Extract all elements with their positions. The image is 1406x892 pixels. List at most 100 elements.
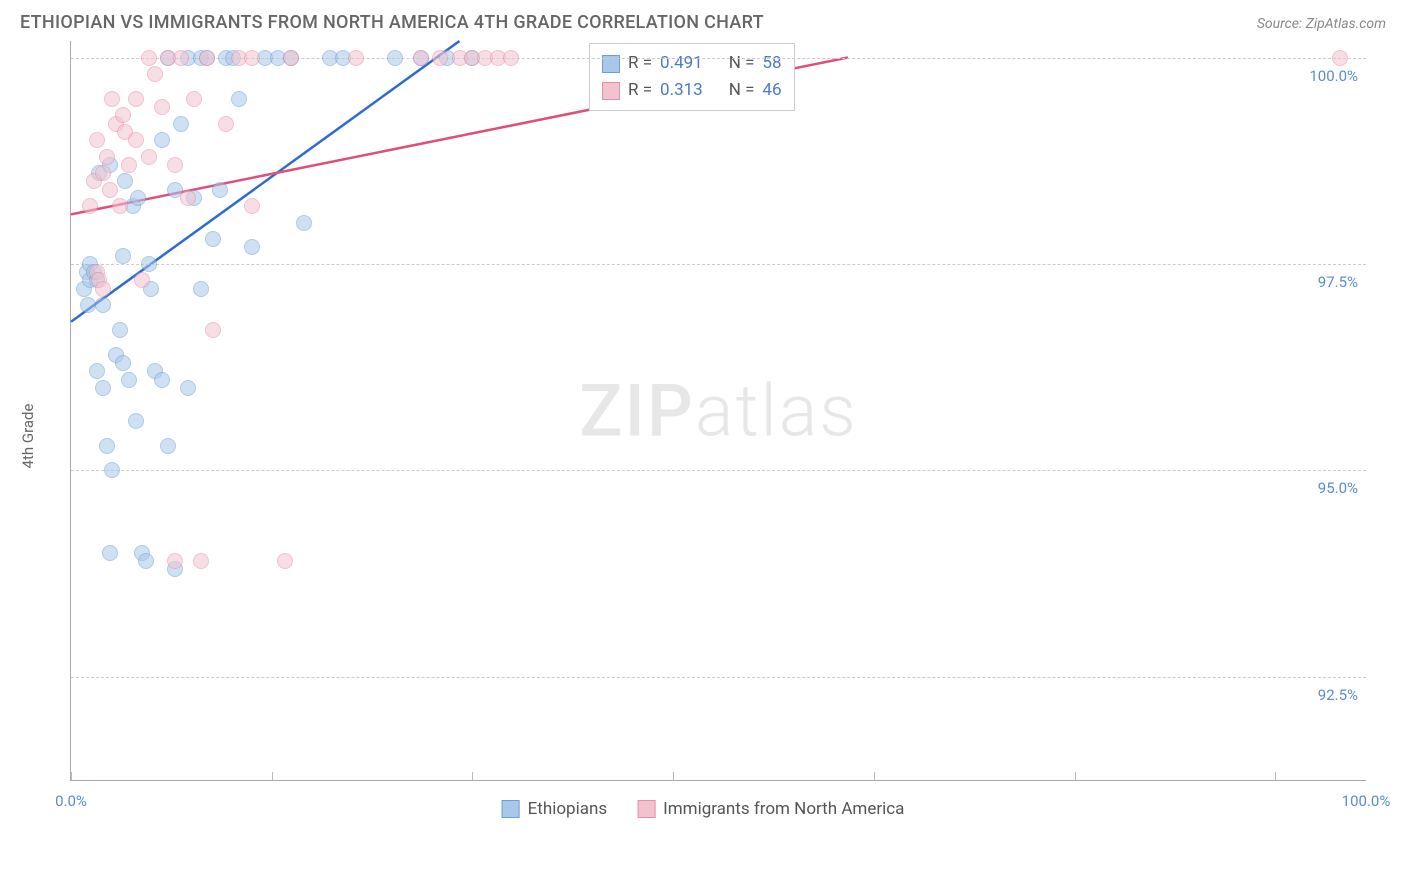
data-point bbox=[102, 545, 118, 561]
data-point bbox=[95, 297, 111, 313]
data-point bbox=[95, 281, 111, 297]
header: ETHIOPIAN VS IMMIGRANTS FROM NORTH AMERI… bbox=[20, 12, 1386, 33]
y-tick-label: 95.0% bbox=[1318, 479, 1358, 497]
data-point bbox=[128, 91, 144, 107]
data-point bbox=[154, 132, 170, 148]
data-point bbox=[141, 50, 157, 66]
x-tick bbox=[71, 772, 72, 780]
data-point bbox=[199, 50, 215, 66]
data-point bbox=[167, 553, 183, 569]
legend-r-value: 0.491 bbox=[660, 50, 703, 77]
data-point bbox=[231, 91, 247, 107]
data-point bbox=[102, 182, 118, 198]
legend-row: R = 0.313 N = 46 bbox=[602, 77, 782, 104]
legend-row: R = 0.491 N = 58 bbox=[602, 50, 782, 77]
x-tick bbox=[874, 772, 875, 780]
data-point bbox=[117, 173, 133, 189]
data-point bbox=[205, 322, 221, 338]
data-point bbox=[80, 297, 96, 313]
data-point bbox=[89, 132, 105, 148]
data-point bbox=[121, 157, 137, 173]
legend-n-label: N = bbox=[729, 77, 755, 104]
data-point bbox=[244, 198, 260, 214]
data-point bbox=[128, 132, 144, 148]
data-point bbox=[121, 372, 137, 388]
gridline-h bbox=[71, 470, 1366, 471]
data-point bbox=[173, 116, 189, 132]
data-point bbox=[134, 272, 150, 288]
x-tick-label: 0.0% bbox=[55, 792, 87, 810]
data-point bbox=[413, 50, 429, 66]
correlation-legend: R = 0.491 N = 58 R = 0.313 N = 46 bbox=[589, 43, 795, 111]
data-point bbox=[193, 281, 209, 297]
x-tick bbox=[272, 772, 273, 780]
y-axis-title: 4th Grade bbox=[19, 404, 37, 469]
data-point bbox=[104, 91, 120, 107]
data-point bbox=[141, 256, 157, 272]
data-point bbox=[130, 190, 146, 206]
x-tick-label: 100.0% bbox=[1342, 792, 1391, 810]
legend-label-immigrants: Immigrants from North America bbox=[663, 796, 904, 823]
swatch-immigrants bbox=[637, 800, 655, 818]
chart-container: 4th Grade ZIPatlas R = 0.491N = 58R = 0.… bbox=[20, 41, 1386, 831]
legend-label-ethiopians: Ethiopians bbox=[528, 796, 608, 823]
data-point bbox=[95, 380, 111, 396]
legend-swatch bbox=[602, 82, 620, 100]
x-tick bbox=[673, 772, 674, 780]
data-point bbox=[89, 363, 105, 379]
data-point bbox=[212, 182, 228, 198]
data-point bbox=[99, 438, 115, 454]
y-tick-label: 97.5% bbox=[1318, 273, 1358, 291]
gridline-h bbox=[71, 264, 1366, 265]
data-point bbox=[432, 50, 448, 66]
legend-n-value: 58 bbox=[762, 50, 781, 77]
data-point bbox=[154, 372, 170, 388]
data-point bbox=[193, 553, 209, 569]
data-point bbox=[82, 198, 98, 214]
data-point bbox=[147, 66, 163, 82]
data-point bbox=[173, 50, 189, 66]
source-label: Source: ZipAtlas.com bbox=[1257, 16, 1386, 32]
data-point bbox=[244, 50, 260, 66]
data-point bbox=[104, 462, 120, 478]
data-point bbox=[112, 322, 128, 338]
data-point bbox=[296, 215, 312, 231]
data-point bbox=[503, 50, 519, 66]
y-tick-label: 100.0% bbox=[1309, 67, 1358, 85]
data-point bbox=[115, 248, 131, 264]
data-point bbox=[348, 50, 364, 66]
plot-area: ZIPatlas R = 0.491N = 58R = 0.313N = 46 … bbox=[70, 41, 1366, 781]
x-tick bbox=[1075, 772, 1076, 780]
legend-r-value: 0.313 bbox=[660, 77, 703, 104]
trend-lines bbox=[71, 41, 1366, 780]
data-point bbox=[99, 149, 115, 165]
data-point bbox=[205, 231, 221, 247]
legend-r-label: R = bbox=[628, 50, 652, 77]
data-point bbox=[115, 355, 131, 371]
data-point bbox=[95, 165, 111, 181]
legend-r-label: R = bbox=[628, 77, 652, 104]
data-point bbox=[218, 116, 234, 132]
data-point bbox=[138, 553, 154, 569]
legend-n-label: N = bbox=[729, 50, 755, 77]
data-point bbox=[180, 190, 196, 206]
data-point bbox=[141, 149, 157, 165]
data-point bbox=[160, 438, 176, 454]
data-point bbox=[154, 99, 170, 115]
data-point bbox=[167, 157, 183, 173]
data-point bbox=[186, 91, 202, 107]
x-tick bbox=[1275, 772, 1276, 780]
x-tick bbox=[472, 772, 473, 780]
y-tick-label: 92.5% bbox=[1318, 686, 1358, 704]
data-point bbox=[283, 50, 299, 66]
legend-n-value: 46 bbox=[762, 77, 781, 104]
bottom-legend: Ethiopians Immigrants from North America bbox=[502, 796, 905, 823]
chart-title: ETHIOPIAN VS IMMIGRANTS FROM NORTH AMERI… bbox=[20, 12, 764, 33]
data-point bbox=[277, 553, 293, 569]
data-point bbox=[128, 413, 144, 429]
data-point bbox=[387, 50, 403, 66]
data-point bbox=[115, 107, 131, 123]
swatch-ethiopians bbox=[502, 800, 520, 818]
data-point bbox=[244, 239, 260, 255]
watermark: ZIPatlas bbox=[579, 368, 858, 453]
